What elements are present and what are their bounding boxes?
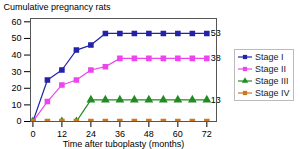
svg-text:0: 0 [16,116,21,126]
svg-text:30: 30 [11,67,21,77]
svg-text:48: 48 [144,129,154,139]
html-text:Stage IV: Stage IV [255,87,290,98]
svg-text:60: 60 [11,17,21,27]
svg-text:13: 13 [211,95,221,105]
svg-text:38: 38 [211,53,221,63]
svg-text:10: 10 [11,100,21,110]
svg-text:Cumulative pregnancy rats: Cumulative pregnancy rats [4,2,112,12]
html-text:Stage III: Stage III [255,75,289,86]
svg-text:0: 0 [30,129,35,139]
svg-text:24: 24 [86,129,96,139]
svg-text:40: 40 [11,50,21,60]
svg-text:Time after tuboplasty (months): Time after tuboplasty (months) [63,139,185,149]
svg-text:36: 36 [115,129,125,139]
svg-text:20: 20 [11,83,21,93]
html-text:Stage I: Stage I [255,51,284,62]
svg-text:12: 12 [57,129,67,139]
html-text:Stage II: Stage II [255,63,286,74]
svg-text:50: 50 [11,33,21,43]
svg-text:53: 53 [211,28,221,38]
svg-text:60: 60 [173,129,183,139]
svg-text:72: 72 [202,129,212,139]
